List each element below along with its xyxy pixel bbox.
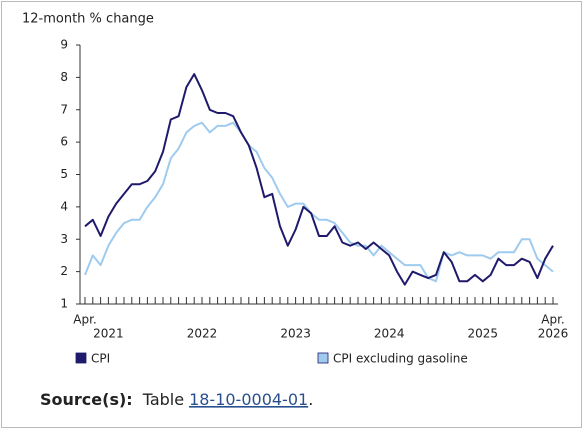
x-tick-label: 2022 xyxy=(187,327,218,341)
x-tick-label: 2024 xyxy=(374,327,405,341)
y-axis-label: 12-month % change xyxy=(22,12,154,27)
y-tick-label: 6 xyxy=(60,135,68,149)
x-tick-label: 2023 xyxy=(280,327,311,341)
legend-label: CPI excluding gasoline xyxy=(333,352,468,366)
legend-swatch xyxy=(75,352,87,364)
x-tick-label: 2021 xyxy=(93,327,124,341)
y-tick-label: 5 xyxy=(60,167,68,181)
x-tick-label: 2025 xyxy=(468,327,499,341)
source-end: . xyxy=(308,390,313,409)
y-tick-label: 2 xyxy=(60,264,68,278)
y-tick-label: 8 xyxy=(60,70,68,84)
y-tick-label: 7 xyxy=(60,102,68,116)
source-text: Table xyxy=(142,390,184,409)
y-tick-label: 3 xyxy=(60,232,68,246)
series-line xyxy=(84,121,554,283)
source-label: Source(s): xyxy=(40,390,133,409)
source-link[interactable]: 18-10-0004-01 xyxy=(189,390,308,409)
x-tick-label: Apr. xyxy=(73,313,96,327)
x-tick-label: Apr. xyxy=(541,313,564,327)
legend-label: CPI xyxy=(91,352,110,366)
y-tick-label: 4 xyxy=(60,199,68,213)
y-tick-label: 1 xyxy=(60,297,68,311)
source: Source(s): Table 18-10-0004-01. xyxy=(40,390,313,409)
series-line xyxy=(84,73,554,286)
y-tick-label: 9 xyxy=(60,38,68,52)
x-tick-label: 2026 xyxy=(538,327,569,341)
legend-swatch xyxy=(317,352,329,364)
